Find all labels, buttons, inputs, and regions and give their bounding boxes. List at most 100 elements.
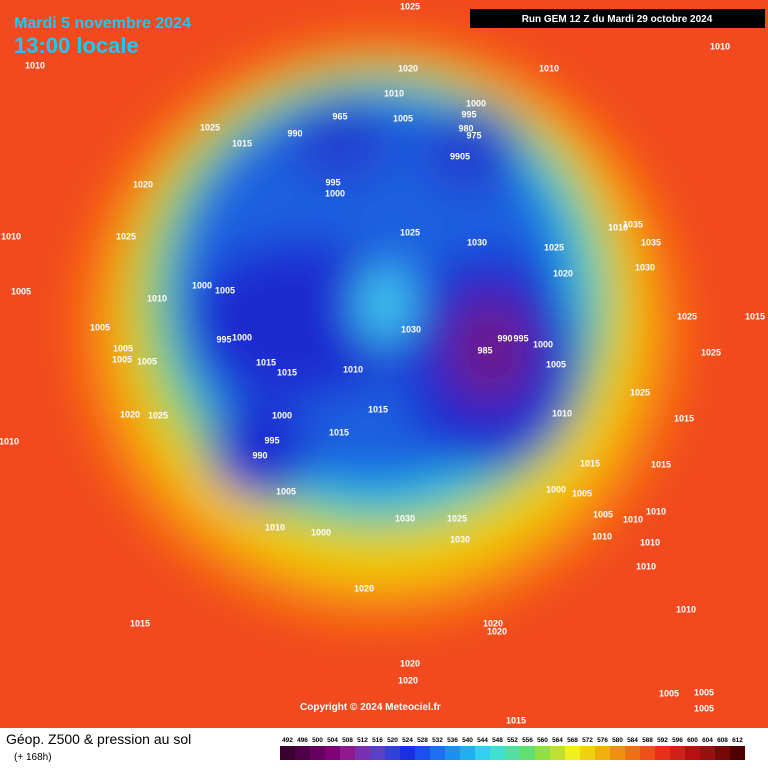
isobar-label: 1015: [580, 458, 600, 468]
isobar-label: 1015: [368, 404, 388, 414]
geopotential-field: [80, 40, 680, 620]
isobar-label: 1030: [450, 534, 470, 544]
isobar-label: 1000: [546, 484, 566, 494]
scale-swatch: [505, 746, 520, 760]
isobar-label: 1010: [676, 604, 696, 614]
lead-label: (+ 168h): [14, 752, 52, 763]
scale-swatch: [280, 746, 295, 760]
scale-swatch: [595, 746, 610, 760]
isobar-label: 990: [497, 333, 512, 343]
isobar-label: 1015: [256, 357, 276, 367]
isobar-label: 1005: [11, 286, 31, 296]
scale-label: 512: [357, 737, 368, 744]
isobar-label: 9905: [450, 151, 470, 161]
isobar-label: 1025: [148, 410, 168, 420]
scale-swatch: [730, 746, 745, 760]
isobar-label: 1010: [147, 293, 167, 303]
isobar-label: 1005: [215, 285, 235, 295]
scale-swatch: [580, 746, 595, 760]
isobar-label: 1010: [25, 60, 45, 70]
isobar-label: 1000: [311, 527, 331, 537]
date-title: Mardi 5 novembre 2024: [14, 15, 191, 32]
isobar-label: 995: [325, 177, 340, 187]
isobar-label: 1030: [467, 237, 487, 247]
isobar-label: 1010: [592, 531, 612, 541]
isobar-label: 1010: [343, 364, 363, 374]
run-banner: [470, 9, 765, 28]
scale-label: 536: [447, 737, 458, 744]
scale-label: 528: [417, 737, 428, 744]
scale-label: 612: [732, 737, 743, 744]
scale-swatch: [400, 746, 415, 760]
scale-swatch: [445, 746, 460, 760]
isobar-label: 1010: [608, 222, 628, 232]
isobar-label: 1020: [483, 618, 503, 628]
scale-swatch: [700, 746, 715, 760]
scale-swatch: [715, 746, 730, 760]
isobar-label: 1020: [398, 675, 418, 685]
scale-label: 564: [552, 737, 563, 744]
scale-label: 588: [642, 737, 653, 744]
isobar-label: 1010: [710, 41, 730, 51]
isobar-label: 1000: [466, 98, 486, 108]
scale-label: 516: [372, 737, 383, 744]
isobar-label: 1030: [635, 262, 655, 272]
scale-swatch: [655, 746, 670, 760]
isobar-label: 1005: [393, 113, 413, 123]
isobar-label: 1015: [506, 715, 526, 725]
isobar-label: 1005: [113, 343, 133, 353]
scale-label: 600: [687, 737, 698, 744]
isobar-label: 1020: [354, 583, 374, 593]
scale-label: 604: [702, 737, 713, 744]
isobar-label: 1025: [200, 122, 220, 132]
isobar-label: 1005: [694, 687, 714, 697]
scale-label: 556: [522, 737, 533, 744]
isobar-label: 1010: [0, 436, 19, 446]
isobar-label: 1005: [659, 688, 679, 698]
scale-label: 576: [597, 737, 608, 744]
scale-label: 584: [627, 737, 638, 744]
scale-swatch: [325, 746, 340, 760]
isobar-label: 1025: [544, 242, 564, 252]
scale-label: 544: [477, 737, 488, 744]
isobar-label: 1010: [1, 231, 21, 241]
isobar-label: 1025: [447, 513, 467, 523]
scale-swatch: [385, 746, 400, 760]
isobar-label: 1005: [694, 703, 714, 713]
isobar-label: 1035: [623, 219, 643, 229]
isobar-label: 1025: [701, 347, 721, 357]
scale-label: 608: [717, 737, 728, 744]
isobar-label: 995: [461, 109, 476, 119]
scale-swatch: [415, 746, 430, 760]
scale-swatch: [295, 746, 310, 760]
scale-swatch: [550, 746, 565, 760]
isobar-label: 1015: [329, 427, 349, 437]
isobar-label: 990: [287, 128, 302, 138]
isobar-label: 1015: [674, 413, 694, 423]
scale-label: 500: [312, 737, 323, 744]
scale-label: 568: [567, 737, 578, 744]
isobar-label: 1030: [401, 324, 421, 334]
isobar-label: 1010: [384, 88, 404, 98]
isobar-label: 1035: [641, 237, 661, 247]
isobar-label: 1015: [130, 618, 150, 628]
isobar-label: 1015: [745, 311, 765, 321]
scale-label: 596: [672, 737, 683, 744]
isobar-label: 1000: [232, 332, 252, 342]
isobar-label: 995: [216, 334, 231, 344]
isobar-label: 1010: [636, 561, 656, 571]
time-title: 13:00 locale: [14, 33, 139, 58]
isobar-label: 980: [458, 123, 473, 133]
isobar-label: 1025: [677, 311, 697, 321]
isobar-label: 1005: [276, 486, 296, 496]
isobar-label: 1025: [400, 227, 420, 237]
scale-swatch: [535, 746, 550, 760]
isobar-label: 1005: [546, 359, 566, 369]
scale-label: 532: [432, 737, 443, 744]
isobar-label: 1005: [112, 354, 132, 364]
isobar-label: 1010: [265, 522, 285, 532]
isobar-label: 995: [513, 333, 528, 343]
